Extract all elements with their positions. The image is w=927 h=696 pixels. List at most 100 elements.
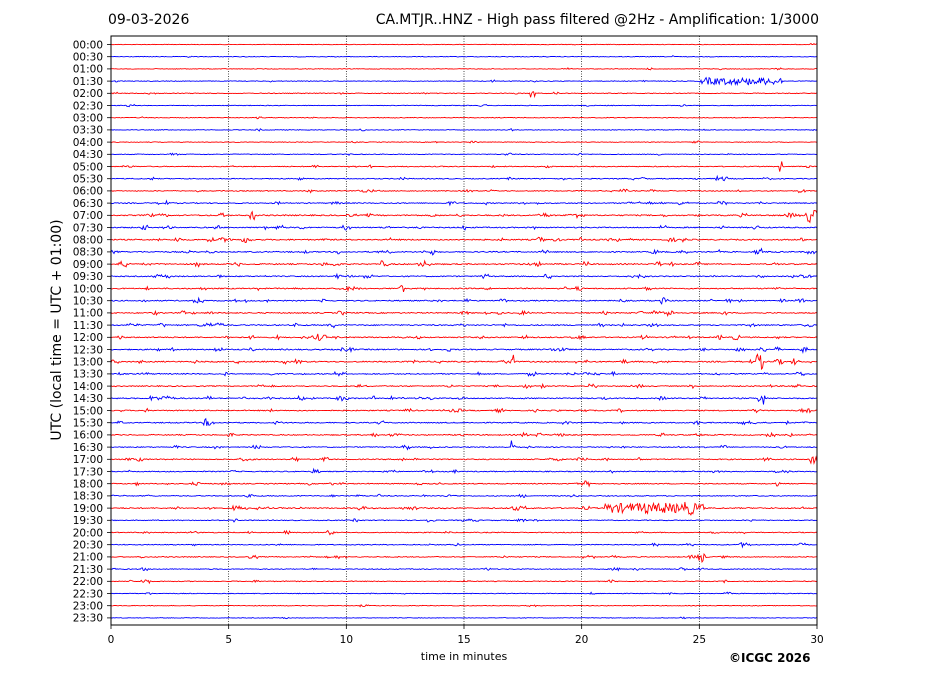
trace-0830 xyxy=(110,247,818,256)
y-tick-label: 14:30 xyxy=(73,393,103,405)
x-tick-label: 10 xyxy=(340,634,353,646)
trace-1700 xyxy=(110,455,818,465)
trace-0100 xyxy=(110,67,818,71)
trace-2230 xyxy=(110,591,818,596)
x-axis-label: time in minutes xyxy=(420,650,508,663)
x-tick-label: 20 xyxy=(575,634,588,646)
y-tick-label: 00:00 xyxy=(73,39,103,51)
trace-0000 xyxy=(110,42,818,46)
y-tick-label: 17:00 xyxy=(73,454,103,466)
y-tick-label: 19:30 xyxy=(73,515,103,527)
y-tick-label: 17:30 xyxy=(73,466,103,478)
trace-0030 xyxy=(110,55,818,58)
trace-2200 xyxy=(111,579,818,585)
y-tick-label: 01:30 xyxy=(73,76,103,88)
y-tick-label: 11:30 xyxy=(73,320,103,332)
y-tick-label: 06:00 xyxy=(73,186,103,198)
y-tick-label: 18:00 xyxy=(73,479,103,491)
trace-0300 xyxy=(110,116,817,120)
y-tick-label: 07:30 xyxy=(73,222,103,234)
y-tick-label: 03:30 xyxy=(73,125,103,137)
trace-0900 xyxy=(110,259,818,268)
y-tick-label: 21:30 xyxy=(73,564,103,576)
date-label: 09-03-2026 xyxy=(108,12,190,28)
y-tick-label: 10:30 xyxy=(73,296,103,308)
y-tick-label: 18:30 xyxy=(73,491,103,503)
trace-2330 xyxy=(110,616,818,620)
trace-0700 xyxy=(110,210,818,224)
y-tick-label: 23:30 xyxy=(73,613,103,625)
y-tick-label: 12:00 xyxy=(73,332,103,344)
trace-0630 xyxy=(110,199,817,207)
trace-0800 xyxy=(110,236,818,244)
trace-2000 xyxy=(110,529,818,536)
chart-title: CA.MTJR..HNZ - High pass filtered @2Hz -… xyxy=(375,12,819,28)
y-tick-label: 02:30 xyxy=(73,100,103,112)
y-tick-label: 16:00 xyxy=(73,430,103,442)
trace-1130 xyxy=(110,322,818,329)
trace-1630 xyxy=(110,440,818,451)
trace-1500 xyxy=(110,407,818,414)
trace-0500 xyxy=(110,161,818,172)
y-tick-label: 14:00 xyxy=(73,381,103,393)
trace-0430 xyxy=(110,152,818,157)
grid-layer xyxy=(228,36,700,625)
trace-layer xyxy=(110,42,818,620)
trace-1530 xyxy=(110,417,818,427)
trace-1200 xyxy=(110,333,818,342)
y-tick-label: 22:30 xyxy=(73,588,103,600)
trace-1400 xyxy=(110,382,818,390)
copyright-credit: ©ICGC 2026 xyxy=(729,651,811,665)
trace-1000 xyxy=(110,284,818,293)
y-tick-label: 20:00 xyxy=(73,527,103,539)
trace-0200 xyxy=(110,91,818,99)
y-tick-label: 22:00 xyxy=(73,576,103,588)
trace-1600 xyxy=(110,431,818,438)
y-tick-label: 08:00 xyxy=(73,235,103,247)
trace-2300 xyxy=(110,604,817,608)
y-axis-label: UTC (local time = UTC + 01:00) xyxy=(49,219,65,441)
y-tick-label: 16:30 xyxy=(73,442,103,454)
y-tick-label: 09:30 xyxy=(73,271,103,283)
y-tick-label: 07:00 xyxy=(73,210,103,222)
trace-0130 xyxy=(110,76,818,86)
axis-layer: 00:0000:3001:0001:3002:0002:3003:0003:30… xyxy=(73,35,824,646)
y-tick-label: 10:00 xyxy=(73,283,103,295)
y-tick-label: 06:30 xyxy=(73,198,103,210)
trace-1800 xyxy=(110,480,818,488)
trace-2030 xyxy=(110,542,818,549)
y-tick-label: 11:00 xyxy=(73,308,103,320)
trace-1100 xyxy=(110,309,818,318)
y-tick-label: 13:00 xyxy=(73,357,103,369)
y-tick-label: 12:30 xyxy=(73,344,103,356)
y-tick-label: 19:00 xyxy=(73,503,103,515)
y-tick-label: 15:30 xyxy=(73,418,103,430)
trace-1430 xyxy=(110,394,818,405)
y-tick-label: 13:30 xyxy=(73,369,103,381)
y-tick-label: 00:30 xyxy=(73,52,103,64)
y-tick-label: 04:30 xyxy=(73,149,103,161)
trace-1900 xyxy=(110,501,818,516)
x-tick-label: 30 xyxy=(810,634,823,646)
trace-0730 xyxy=(111,224,818,231)
trace-0600 xyxy=(111,188,817,194)
y-tick-label: 05:30 xyxy=(73,174,103,186)
x-tick-label: 15 xyxy=(457,634,470,646)
trace-1730 xyxy=(110,467,818,475)
trace-1300 xyxy=(110,353,818,371)
y-tick-label: 01:00 xyxy=(73,64,103,76)
trace-0230 xyxy=(110,103,818,108)
trace-0530 xyxy=(110,174,818,182)
y-tick-label: 08:30 xyxy=(73,247,103,259)
trace-1930 xyxy=(111,518,818,523)
trace-0400 xyxy=(111,140,818,144)
trace-1830 xyxy=(110,493,818,498)
trace-0330 xyxy=(110,128,818,132)
y-tick-label: 04:00 xyxy=(73,137,103,149)
trace-2130 xyxy=(110,566,818,572)
y-tick-label: 09:00 xyxy=(73,259,103,271)
y-tick-label: 20:30 xyxy=(73,540,103,552)
y-tick-label: 05:00 xyxy=(73,161,103,173)
x-tick-label: 0 xyxy=(108,634,115,646)
trace-2100 xyxy=(110,553,817,563)
